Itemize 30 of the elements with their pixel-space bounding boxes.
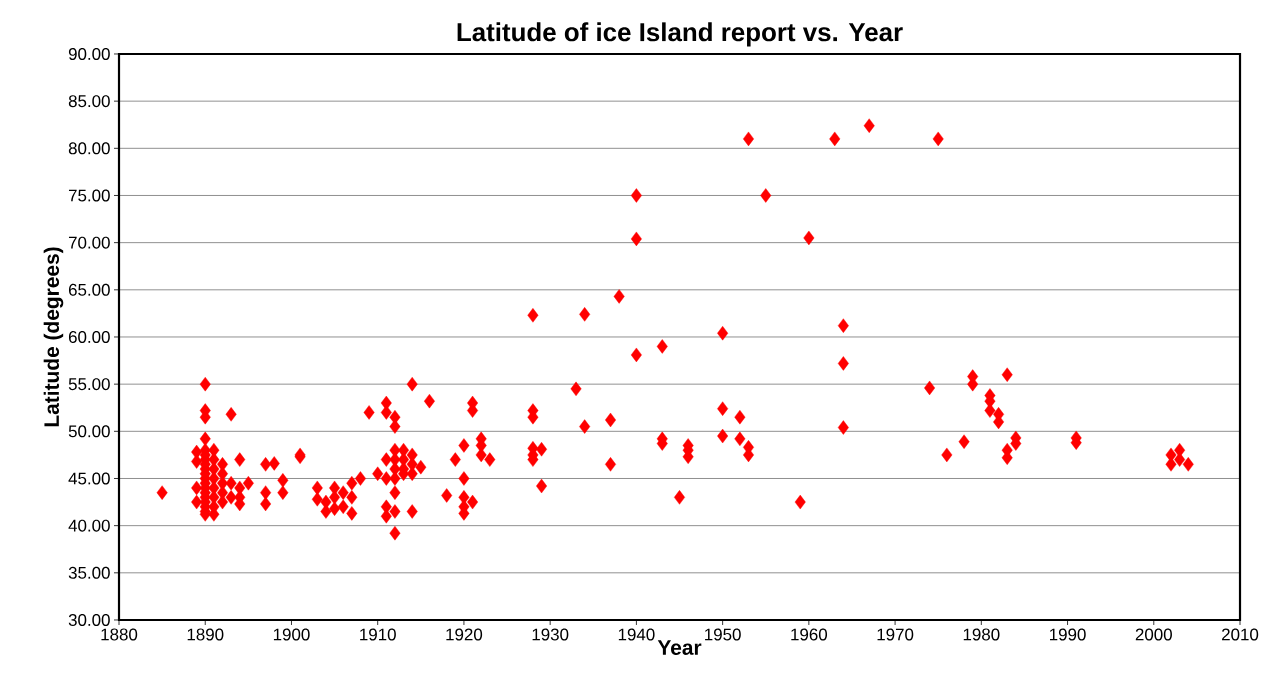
x-tick-label: 1970 <box>877 628 914 641</box>
x-tick-label: 1890 <box>187 628 224 641</box>
y-tick-label: 60.00 <box>68 330 110 343</box>
x-tick-label: 2000 <box>1135 628 1172 641</box>
y-tick-label: 65.00 <box>68 283 110 296</box>
x-tick-label: 1910 <box>360 628 396 641</box>
x-tick-label: 2010 <box>1222 628 1259 641</box>
x-tick-label: 1990 <box>1050 628 1086 641</box>
x-tick-label: 1930 <box>532 628 569 641</box>
y-tick-label: 50.00 <box>68 425 110 438</box>
y-tick-label: 40.00 <box>68 519 110 532</box>
x-axis-title: Year <box>657 640 702 655</box>
y-tick-label: 90.00 <box>68 47 110 60</box>
x-tick-label: 1920 <box>446 628 483 641</box>
y-tick-label: 70.00 <box>68 236 110 249</box>
y-tick-label: 45.00 <box>68 472 110 485</box>
y-tick-label: 35.00 <box>68 566 110 579</box>
chart-title: Latitude of ice Island report vs. Year <box>457 22 903 47</box>
y-tick-label: 85.00 <box>68 95 110 108</box>
x-tick-label: 1880 <box>101 628 138 641</box>
y-tick-label: 80.00 <box>68 142 110 155</box>
x-tick-label: 1950 <box>705 628 741 641</box>
y-tick-label: 55.00 <box>68 378 110 391</box>
x-tick-label: 1900 <box>273 628 310 641</box>
x-tick-label: 1940 <box>618 628 655 641</box>
y-tick-label: 75.00 <box>68 189 110 202</box>
x-tick-label: 1980 <box>963 628 1000 641</box>
x-tick-label: 1960 <box>791 628 828 641</box>
y-tick-label: 30.00 <box>68 613 110 626</box>
y-axis-title: Latitude (degrees) <box>43 247 64 427</box>
